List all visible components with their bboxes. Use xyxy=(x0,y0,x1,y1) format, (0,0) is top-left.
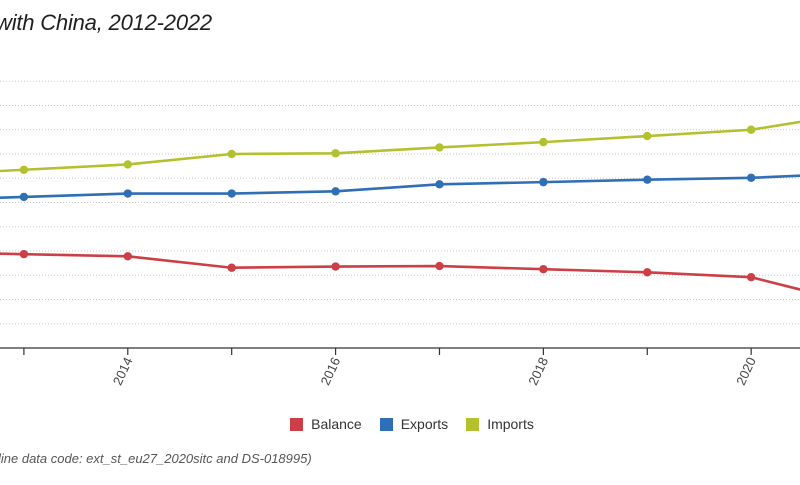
x-tick-label: 2020 xyxy=(733,355,759,388)
data-point-balance[interactable] xyxy=(19,249,29,259)
x-tick-label: 2014 xyxy=(110,355,136,388)
grid-lines xyxy=(0,80,800,325)
x-tick-label: 2016 xyxy=(317,355,343,388)
legend-swatch xyxy=(466,417,480,431)
legend-swatch xyxy=(290,417,304,431)
data-point-imports[interactable] xyxy=(331,149,340,158)
data-point-imports[interactable] xyxy=(539,137,548,147)
data-point-balance[interactable] xyxy=(746,272,756,282)
source-footnote: line data code: ext_st_eu27_2020sitc and… xyxy=(0,451,312,466)
legend-item-imports[interactable]: Imports xyxy=(466,416,534,432)
data-point-imports[interactable] xyxy=(19,165,29,174)
legend-item-exports[interactable]: Exports xyxy=(379,416,449,432)
data-point-exports[interactable] xyxy=(643,175,652,184)
data-point-exports[interactable] xyxy=(539,177,548,187)
line-chart: 2014 2016 2018 2020 xyxy=(0,80,800,388)
data-point-balance[interactable] xyxy=(643,268,652,277)
data-point-balance[interactable] xyxy=(331,262,340,271)
data-point-balance[interactable] xyxy=(539,264,548,274)
data-point-balance[interactable] xyxy=(227,263,236,272)
series-line-exports xyxy=(0,174,800,200)
series-imports xyxy=(0,120,800,174)
legend: Balance Exports Imports xyxy=(0,416,800,432)
data-point-balance[interactable] xyxy=(435,261,444,271)
data-point-exports[interactable] xyxy=(123,189,132,198)
data-point-exports[interactable] xyxy=(331,187,340,196)
series-line-imports xyxy=(0,120,800,173)
data-point-imports[interactable] xyxy=(435,143,444,152)
data-point-imports[interactable] xyxy=(643,131,652,141)
legend-label: Exports xyxy=(400,416,449,432)
chart-title: with China, 2012-2022 xyxy=(0,10,212,35)
data-point-imports[interactable] xyxy=(227,149,236,159)
data-point-imports[interactable] xyxy=(123,160,132,169)
series-layer xyxy=(0,120,800,291)
legend-label: Imports xyxy=(487,416,534,432)
data-point-exports[interactable] xyxy=(746,173,756,182)
series-balance xyxy=(0,249,800,291)
data-point-balance[interactable] xyxy=(123,252,132,261)
series-line-balance xyxy=(0,252,800,291)
x-tick-label: 2018 xyxy=(525,355,551,388)
data-point-exports[interactable] xyxy=(227,189,236,198)
legend-swatch xyxy=(379,417,393,431)
legend-label: Balance xyxy=(311,416,362,432)
series-exports xyxy=(0,173,800,202)
data-point-imports[interactable] xyxy=(746,125,756,134)
data-point-exports[interactable] xyxy=(19,192,29,202)
legend-item-balance[interactable]: Balance xyxy=(290,416,362,432)
x-axis: 2014 2016 2018 2020 xyxy=(0,347,800,388)
data-point-exports[interactable] xyxy=(435,180,444,189)
